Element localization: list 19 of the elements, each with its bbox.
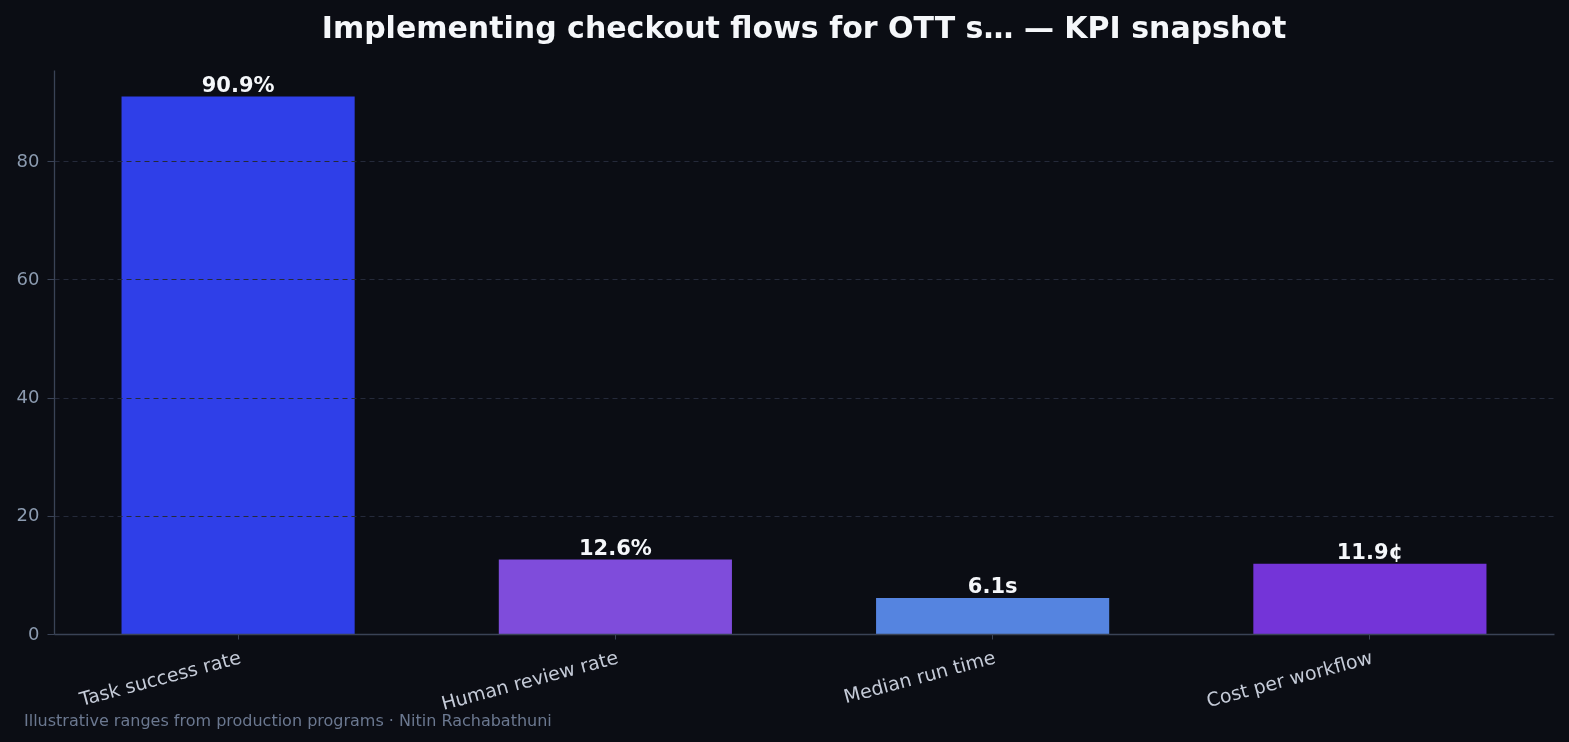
y-tick-label: 60 [16, 267, 40, 289]
data-label: 12.6% [578, 535, 652, 560]
y-tick-label: 40 [16, 386, 40, 408]
x-tick-label: Median run time [841, 645, 998, 708]
text: Illustrative ranges from production programs · Nitin Rachabathuni [24, 711, 552, 730]
y-tick-label: 80 [16, 149, 40, 171]
bar [876, 597, 1110, 634]
bar [121, 96, 355, 634]
bar [498, 559, 732, 634]
chart-title: Implementing checkout flows for OTT s… — KPI snapshot [321, 10, 1287, 45]
x-tick-label: Cost per workflow [1203, 645, 1375, 712]
data-label: 90.9% [201, 72, 275, 97]
bar [1253, 563, 1487, 634]
y-tick-label: 0 [28, 622, 40, 644]
data-label: 6.1s [967, 573, 1018, 598]
x-tick-label: Task success rate [76, 645, 244, 711]
y-tick-label: 20 [16, 504, 40, 526]
data-label: 11.9¢ [1336, 539, 1404, 564]
x-tick-label: Human review rate [438, 645, 621, 714]
